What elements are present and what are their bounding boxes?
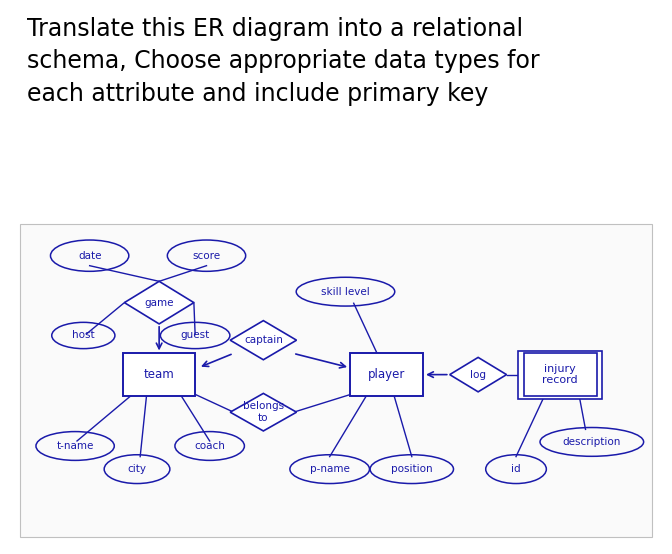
- Polygon shape: [124, 281, 194, 324]
- Polygon shape: [450, 357, 507, 392]
- Text: game: game: [144, 297, 174, 307]
- Bar: [123, 353, 196, 396]
- Text: score: score: [192, 250, 220, 261]
- Bar: [350, 353, 423, 396]
- Text: description: description: [562, 437, 621, 447]
- Text: log: log: [470, 370, 486, 379]
- Text: team: team: [144, 368, 175, 381]
- Text: injury
record: injury record: [542, 364, 578, 386]
- Text: position: position: [391, 464, 433, 474]
- Text: p-name: p-name: [310, 464, 349, 474]
- Text: date: date: [78, 250, 101, 261]
- Text: coach: coach: [194, 441, 225, 451]
- Polygon shape: [230, 321, 296, 360]
- Text: belongs
to: belongs to: [243, 402, 284, 423]
- Text: city: city: [128, 464, 146, 474]
- Text: host: host: [72, 331, 95, 341]
- Polygon shape: [230, 393, 296, 431]
- Text: player: player: [368, 368, 405, 381]
- Text: captain: captain: [244, 335, 283, 345]
- Text: Translate this ER diagram into a relational
schema, Choose appropriate data type: Translate this ER diagram into a relatio…: [27, 17, 540, 106]
- Text: guest: guest: [181, 331, 210, 341]
- Text: t-name: t-name: [56, 441, 94, 451]
- Bar: [518, 351, 602, 398]
- Bar: [524, 353, 597, 396]
- Text: id: id: [511, 464, 521, 474]
- Text: skill level: skill level: [321, 286, 370, 297]
